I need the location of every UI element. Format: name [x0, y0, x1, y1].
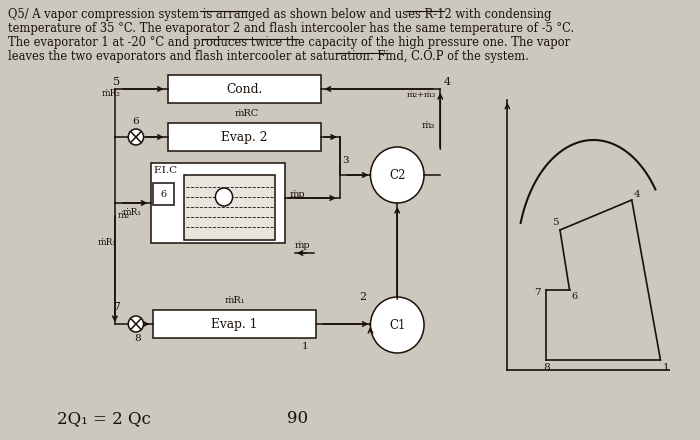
Text: ṁR₁: ṁR₁: [225, 296, 246, 305]
Text: ṁR₂: ṁR₂: [102, 89, 120, 98]
Text: ṁR₁: ṁR₁: [122, 208, 141, 217]
Circle shape: [128, 316, 144, 332]
Text: 2: 2: [359, 292, 366, 302]
Text: 4: 4: [634, 190, 640, 199]
FancyBboxPatch shape: [151, 163, 285, 243]
Circle shape: [370, 297, 424, 353]
Text: 5: 5: [113, 77, 120, 87]
Text: leaves the two evaporators and flash intercooler at saturation. Find, C.O.P of t: leaves the two evaporators and flash int…: [8, 50, 528, 63]
Text: C1: C1: [389, 319, 405, 331]
Text: ṁR₁: ṁR₁: [97, 238, 116, 247]
FancyBboxPatch shape: [167, 75, 321, 103]
Text: Q5/ A vapor compression system is arranged as shown below and uses R-12 with con: Q5/ A vapor compression system is arrang…: [8, 8, 551, 21]
Circle shape: [370, 147, 424, 203]
Text: 2Q₁ = 2 Qc: 2Q₁ = 2 Qc: [57, 410, 151, 427]
Text: 6: 6: [132, 117, 139, 126]
Text: ṁp: ṁp: [290, 190, 306, 199]
Text: 7: 7: [534, 288, 541, 297]
FancyBboxPatch shape: [184, 175, 274, 240]
Text: 3: 3: [343, 156, 349, 165]
Text: ṁp: ṁp: [295, 241, 310, 250]
Text: F.I.C: F.I.C: [153, 166, 177, 175]
Circle shape: [128, 129, 144, 145]
Text: Evap. 1: Evap. 1: [211, 318, 258, 330]
Circle shape: [216, 188, 232, 206]
Text: 1: 1: [662, 363, 669, 372]
FancyBboxPatch shape: [153, 183, 174, 205]
Text: The evaporator 1 at -20 °C and produces twice the capacity of the high pressure : The evaporator 1 at -20 °C and produces …: [8, 36, 570, 49]
Text: 6: 6: [571, 292, 577, 301]
Text: ṁ₃: ṁ₃: [421, 121, 435, 130]
Text: 7: 7: [113, 302, 120, 312]
Text: ṁRC: ṁRC: [234, 109, 258, 118]
Text: ṁ₂+ṁ₃: ṁ₂+ṁ₃: [407, 91, 436, 99]
Text: 8: 8: [544, 363, 550, 372]
Text: Evap. 2: Evap. 2: [220, 131, 267, 143]
Text: 4: 4: [443, 77, 450, 87]
Text: 8: 8: [134, 334, 141, 343]
Text: ṁ₂: ṁ₂: [118, 211, 130, 220]
Text: C2: C2: [389, 169, 405, 181]
FancyBboxPatch shape: [153, 310, 316, 338]
Text: Cond.: Cond.: [226, 83, 262, 95]
Text: 5: 5: [552, 218, 559, 227]
Text: 90: 90: [287, 410, 308, 427]
FancyBboxPatch shape: [167, 123, 321, 151]
Text: 6: 6: [160, 190, 167, 198]
Text: 1: 1: [302, 342, 308, 351]
Text: temperature of 35 °C. The evaporator 2 and flash intercooler has the same temper: temperature of 35 °C. The evaporator 2 a…: [8, 22, 574, 35]
